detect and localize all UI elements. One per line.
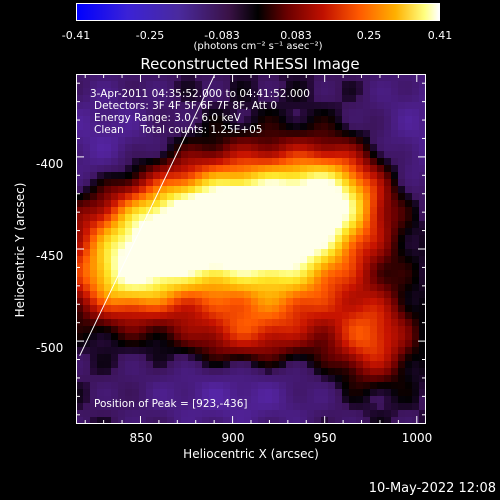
date-stamp: 10-May-2022 12:08 xyxy=(368,481,496,496)
x-axis-label: Heliocentric X (arcsec) xyxy=(183,447,319,461)
annotation-method: Clean Total counts: 1.25E+05 xyxy=(94,124,263,136)
y-axis-label: Heliocentric Y (arcsec) xyxy=(13,182,27,318)
colorbar-tick: -0.41 xyxy=(61,29,91,42)
annotation-peak-position: Position of Peak = [923,-436] xyxy=(94,398,248,410)
x-tick-label: 900 xyxy=(221,431,245,445)
y-tick-label: -500 xyxy=(36,341,64,355)
solar-limb-line xyxy=(79,75,215,357)
colorbar-tick: 0.083 xyxy=(280,29,312,42)
x-tick-label: 1000 xyxy=(401,431,433,445)
annotation-detectors: Detectors: 3F 4F 5F 6F 7F 8F, Att 0 xyxy=(94,100,278,112)
heatmap-cells xyxy=(76,74,426,424)
y-tick-label: -400 xyxy=(36,157,64,171)
chart-title: Reconstructed RHESSI Image xyxy=(140,55,360,73)
annotation-energy: Energy Range: 3.0 - 6.0 keV xyxy=(94,112,241,124)
colorbar-tick: 0.41 xyxy=(427,29,453,42)
colorbar-units: (photons cm⁻² s⁻¹ asec⁻²) xyxy=(193,41,323,52)
annotation-time: 3-Apr-2011 04:35:52.000 to 04:41:52.000 xyxy=(90,88,310,100)
colorbar-tick: -0.083 xyxy=(204,29,240,42)
plot-area: 3-Apr-2011 04:35:52.000 to 04:41:52.000 … xyxy=(76,74,426,424)
y-tick-label: -450 xyxy=(36,249,64,263)
x-tick-label: 950 xyxy=(313,431,337,445)
colorbar-tick: 0.25 xyxy=(356,29,382,42)
colorbar-tick: -0.25 xyxy=(135,29,165,42)
heatmap-image xyxy=(76,74,426,424)
x-tick-label: 850 xyxy=(129,431,153,445)
colorbar xyxy=(76,3,440,21)
